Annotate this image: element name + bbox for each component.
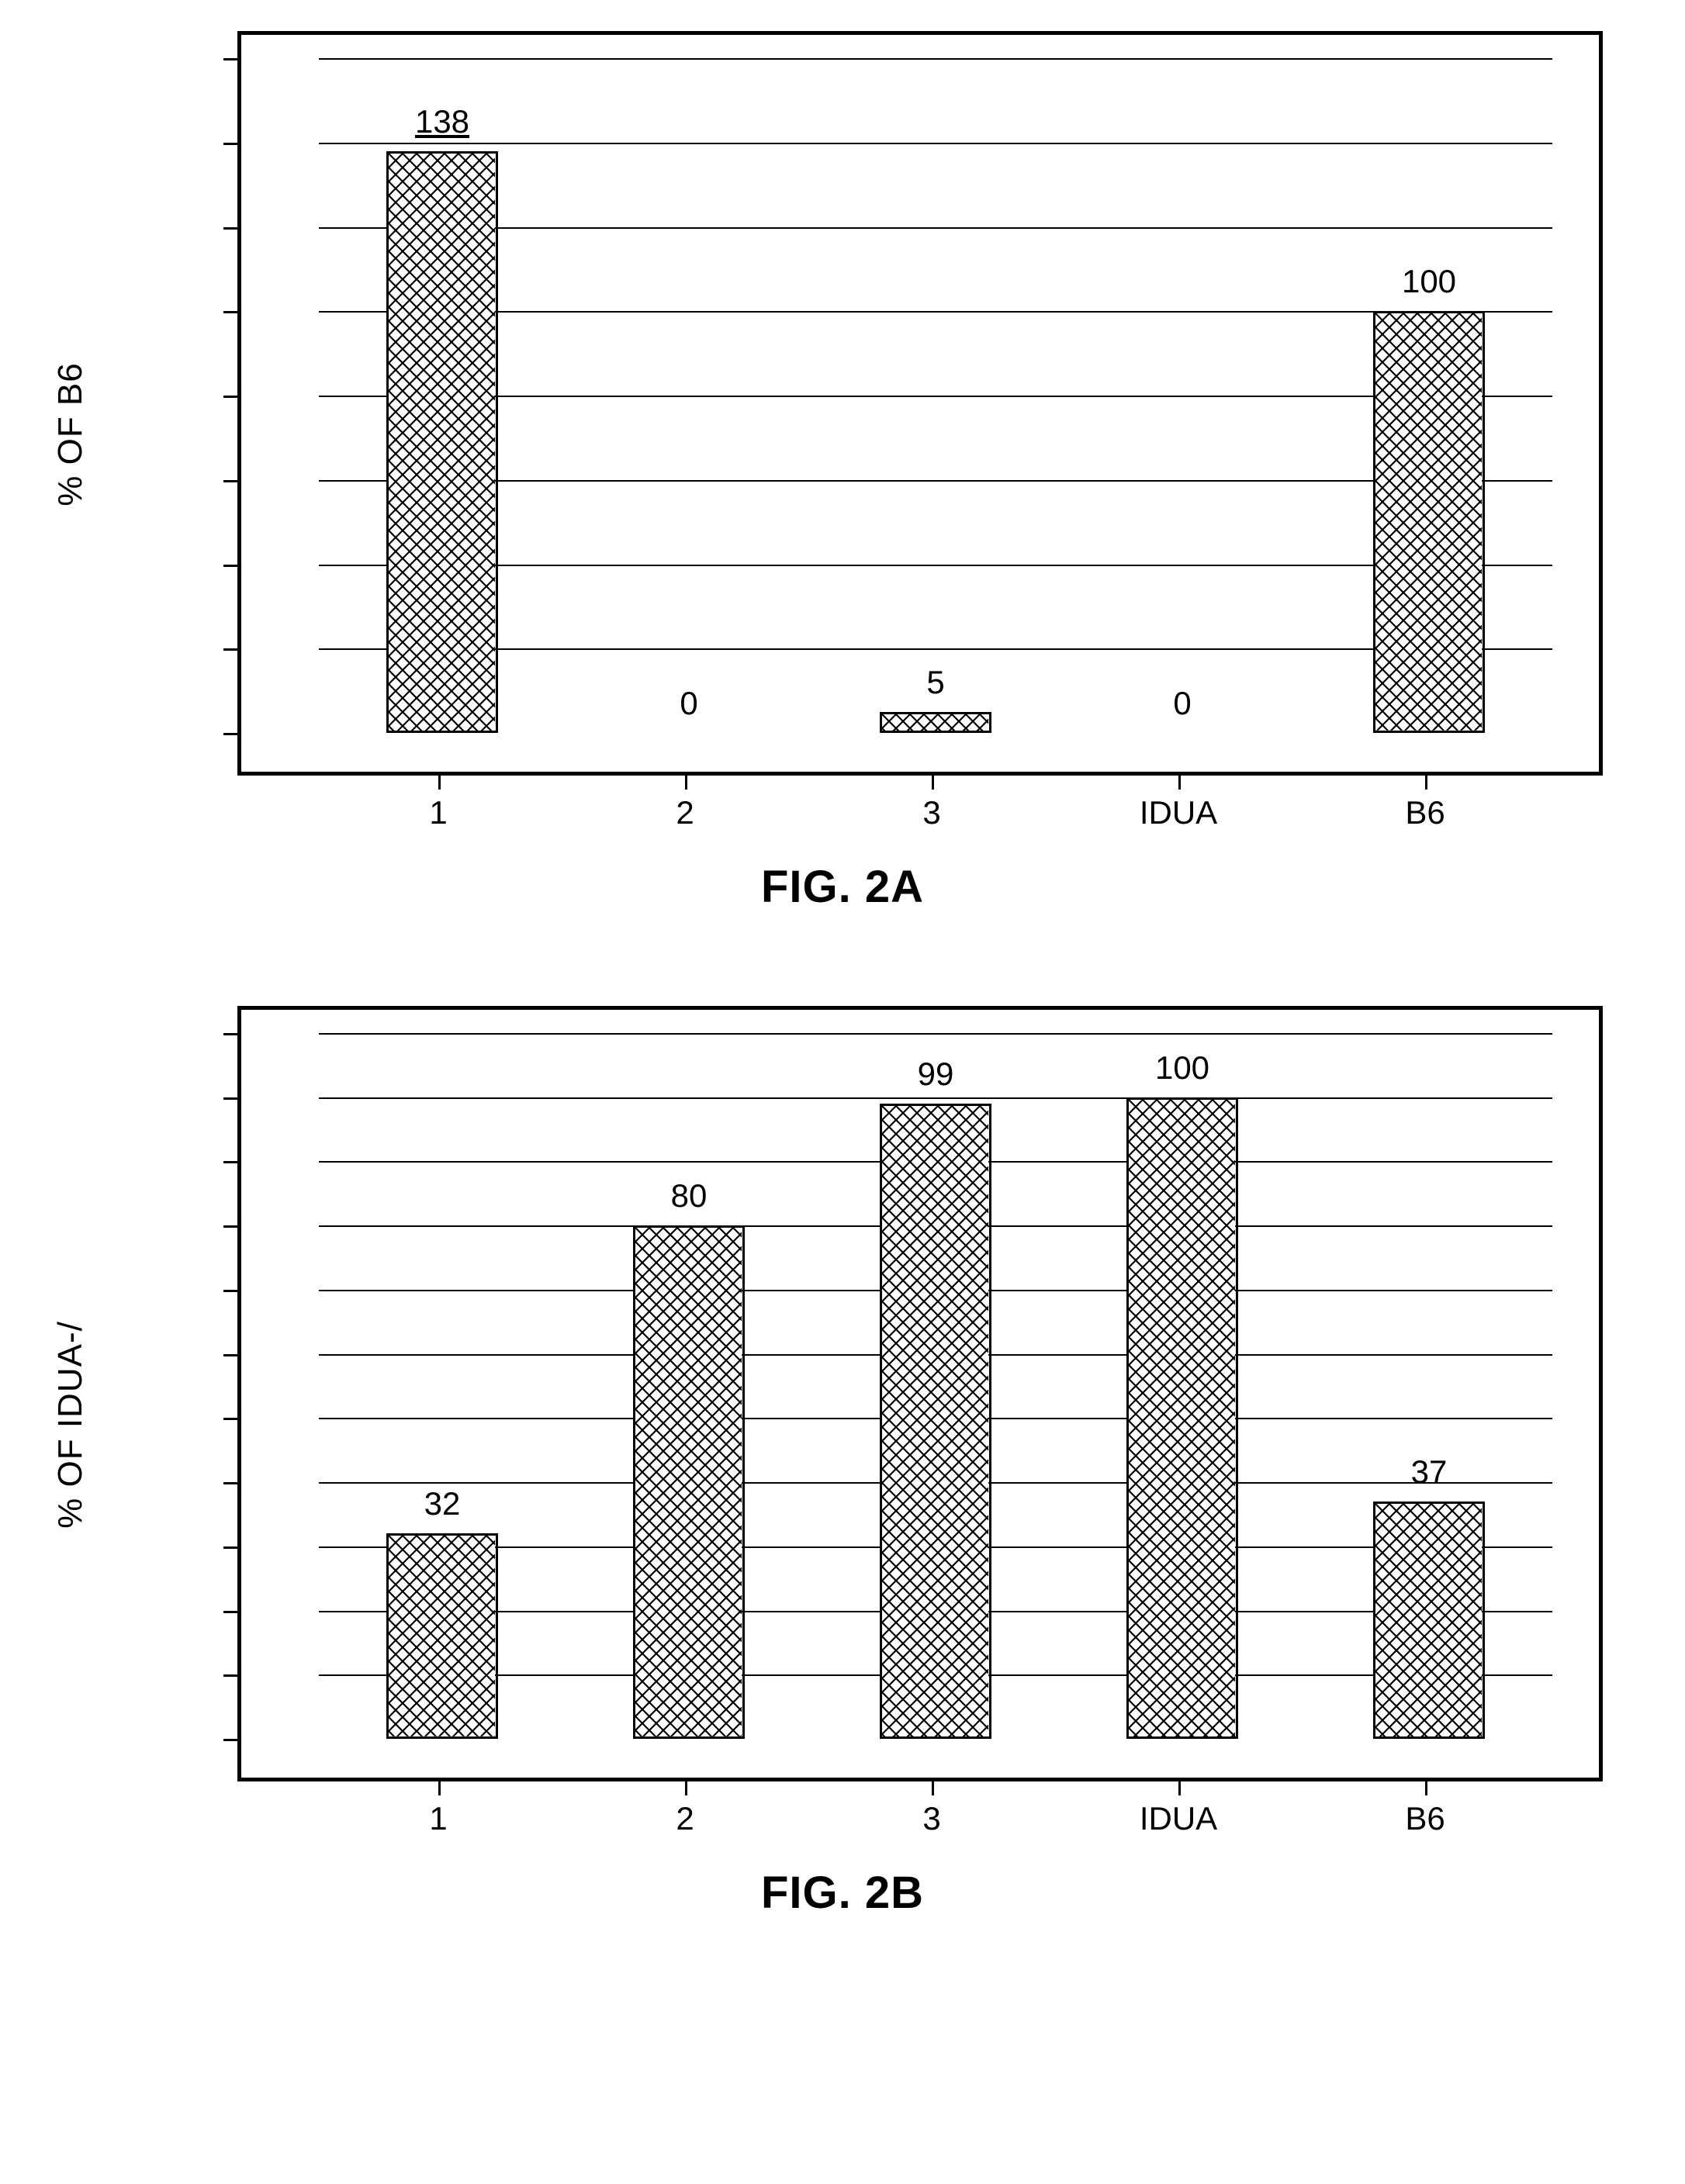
bar-value-label: 138: [415, 103, 469, 140]
x-tick-mark: [685, 1781, 687, 1795]
bar: [880, 1104, 991, 1739]
y-tick-mark: [223, 143, 237, 145]
bar: [880, 712, 991, 733]
chart-b-x-labels: 1 2 3 IDUA B6: [237, 1781, 1603, 1844]
chart-a-plot: 1380 50 100: [319, 58, 1552, 733]
chart-b-caption: FIG. 2B: [82, 1867, 1603, 1919]
bar-value-label: 0: [1173, 685, 1191, 722]
chart-a-y-title: % OF B6: [51, 362, 90, 506]
bar: [386, 151, 497, 733]
y-tick-mark: [223, 648, 237, 651]
bar-value-label: 37: [1411, 1453, 1448, 1491]
y-tick-mark: [223, 1097, 237, 1100]
x-tick-mark: [685, 776, 687, 790]
gridline: [319, 1097, 1552, 1099]
x-tick-mark: [1425, 1781, 1427, 1795]
chart-b-y-title: % OF IDUA-/: [51, 1321, 90, 1529]
x-tick-mark: [1178, 1781, 1181, 1795]
y-tick-mark: [223, 1418, 237, 1420]
bar-value-label: 99: [918, 1056, 954, 1093]
x-category-label: 2: [676, 794, 694, 831]
x-category-label: B6: [1405, 794, 1445, 831]
y-tick-mark: [223, 396, 237, 398]
chart-b-plot: 32 80 99 100: [319, 1033, 1552, 1739]
chart-a-x-labels: 1 2 3 IDUA B6: [237, 776, 1603, 838]
x-tick-mark: [438, 1781, 441, 1795]
y-tick-mark: [223, 1611, 237, 1613]
y-tick-mark: [223, 480, 237, 482]
gridline: [319, 143, 1552, 144]
x-tick-mark: [438, 776, 441, 790]
y-tick-mark: [223, 1546, 237, 1549]
page: % OF B6 020406080100120140160 1380 50: [0, 0, 1685, 1996]
y-tick-mark: [223, 311, 237, 313]
x-category-label: 3: [922, 1800, 940, 1837]
bar: [633, 1225, 744, 1739]
bar: [1126, 1097, 1237, 1739]
bar: [386, 1533, 497, 1739]
gridline: [319, 1033, 1552, 1035]
chart-b-block: % OF IDUA-/ 0102030405060708090100110 32…: [82, 1006, 1603, 1919]
y-tick-mark: [223, 1033, 237, 1035]
y-tick-mark: [223, 1290, 237, 1292]
x-tick-mark: [1178, 776, 1181, 790]
bar-value-label: 32: [424, 1485, 461, 1522]
x-category-label: B6: [1405, 1800, 1445, 1837]
y-tick-mark: [223, 1674, 237, 1677]
bar-value-label: 100: [1402, 263, 1456, 300]
gridline: [319, 227, 1552, 229]
gridline: [319, 648, 1552, 650]
x-category-label: 3: [922, 794, 940, 831]
x-tick-mark: [932, 776, 934, 790]
gridline: [319, 565, 1552, 566]
chart-a-block: % OF B6 020406080100120140160 1380 50: [82, 31, 1603, 913]
bar-value-label: 0: [680, 685, 697, 722]
y-tick-mark: [223, 1225, 237, 1228]
gridline: [319, 311, 1552, 313]
bar-value-label: 80: [671, 1177, 708, 1215]
bar-value-label: 100: [1155, 1049, 1209, 1087]
gridline: [319, 480, 1552, 482]
x-tick-mark: [932, 1781, 934, 1795]
x-category-label: IDUA: [1140, 794, 1217, 831]
y-tick-mark: [223, 1482, 237, 1484]
y-tick-mark: [223, 1739, 237, 1741]
bar: [1373, 1502, 1484, 1739]
y-tick-mark: [223, 227, 237, 230]
y-tick-mark: [223, 565, 237, 567]
x-category-label: IDUA: [1140, 1800, 1217, 1837]
y-tick-mark: [223, 58, 237, 60]
x-tick-mark: [1425, 776, 1427, 790]
x-category-label: 2: [676, 1800, 694, 1837]
x-category-label: 1: [429, 1800, 447, 1837]
gridline: [319, 58, 1552, 60]
chart-a-outer: 1380 50 100: [237, 31, 1603, 776]
x-category-label: 1: [429, 794, 447, 831]
y-tick-mark: [223, 733, 237, 735]
bar: [1373, 311, 1484, 733]
chart-a-caption: FIG. 2A: [82, 861, 1603, 913]
y-tick-mark: [223, 1161, 237, 1163]
chart-b-outer: 32 80 99 100: [237, 1006, 1603, 1781]
bar-value-label: 5: [926, 664, 944, 701]
gridline: [319, 396, 1552, 397]
y-tick-mark: [223, 1354, 237, 1356]
